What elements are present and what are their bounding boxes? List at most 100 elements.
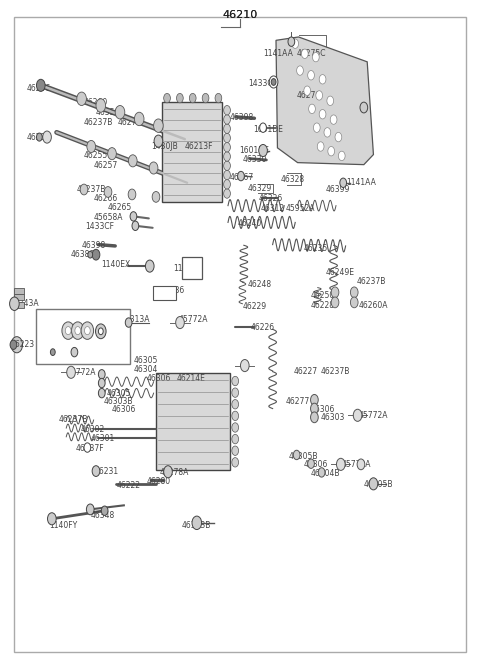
Text: 46389: 46389 (71, 250, 96, 259)
Circle shape (369, 478, 378, 490)
Circle shape (125, 318, 132, 327)
Text: 46231: 46231 (26, 133, 50, 142)
Circle shape (132, 221, 139, 230)
Text: 45658A: 45658A (94, 212, 123, 222)
Text: 46329: 46329 (247, 183, 272, 193)
Circle shape (311, 412, 318, 423)
Circle shape (11, 337, 23, 353)
Text: 45772A: 45772A (359, 411, 388, 421)
Text: 46266: 46266 (94, 194, 118, 204)
Text: 46306: 46306 (146, 374, 171, 383)
Circle shape (92, 249, 100, 260)
Text: 46340: 46340 (83, 323, 107, 333)
Text: 1141AA: 1141AA (263, 48, 293, 58)
Circle shape (81, 322, 94, 339)
Text: 46240: 46240 (238, 219, 262, 228)
Circle shape (330, 115, 337, 124)
Circle shape (149, 162, 158, 174)
Text: 46303B: 46303B (103, 397, 132, 407)
Circle shape (80, 184, 88, 195)
Bar (36, 309, 130, 364)
Circle shape (176, 317, 184, 329)
Circle shape (232, 458, 239, 467)
Circle shape (96, 324, 106, 339)
Circle shape (288, 37, 295, 46)
Circle shape (304, 86, 311, 95)
Circle shape (10, 297, 19, 310)
Circle shape (357, 459, 365, 470)
Circle shape (353, 409, 362, 421)
Circle shape (128, 189, 136, 200)
Text: 45772A: 45772A (179, 315, 208, 325)
Circle shape (108, 148, 116, 160)
Circle shape (98, 328, 103, 335)
Circle shape (154, 135, 163, 147)
Text: 1140FY: 1140FY (49, 521, 77, 530)
Text: 46305B: 46305B (289, 452, 318, 461)
Text: 46278A: 46278A (159, 468, 189, 477)
Text: 46237F: 46237F (76, 444, 105, 454)
Text: 46313B: 46313B (181, 521, 211, 530)
Text: 46260A: 46260A (359, 301, 388, 310)
Circle shape (240, 360, 249, 372)
Circle shape (87, 140, 96, 153)
Circle shape (301, 49, 308, 58)
Circle shape (98, 388, 105, 398)
Circle shape (189, 93, 196, 103)
Text: 46343A: 46343A (10, 299, 39, 308)
Circle shape (311, 394, 318, 405)
Circle shape (259, 144, 267, 157)
Text: 46326: 46326 (258, 194, 283, 203)
Text: 46277: 46277 (286, 396, 310, 406)
Circle shape (130, 212, 137, 221)
Circle shape (75, 327, 81, 335)
Circle shape (335, 132, 342, 142)
Circle shape (232, 400, 239, 409)
Circle shape (152, 192, 160, 202)
Circle shape (164, 466, 172, 478)
Circle shape (67, 366, 75, 378)
Circle shape (224, 161, 230, 171)
Text: 46235: 46235 (303, 244, 328, 253)
Circle shape (84, 443, 91, 452)
Text: 1433CF: 1433CF (85, 222, 114, 231)
Text: 46257: 46257 (94, 161, 118, 170)
Circle shape (145, 260, 154, 272)
Circle shape (43, 131, 51, 143)
Circle shape (77, 92, 86, 106)
Text: 46210: 46210 (222, 11, 258, 20)
Circle shape (293, 450, 300, 460)
Text: 46227: 46227 (294, 367, 318, 376)
Circle shape (232, 423, 239, 432)
Text: 46260: 46260 (84, 97, 108, 107)
Text: 46305: 46305 (133, 356, 158, 366)
Text: 46306: 46306 (111, 405, 136, 415)
Circle shape (98, 370, 105, 379)
Circle shape (331, 287, 339, 298)
Text: 46228: 46228 (311, 301, 335, 310)
Circle shape (129, 155, 137, 167)
Text: 46330: 46330 (242, 155, 267, 164)
Text: 46249E: 46249E (325, 267, 354, 277)
Circle shape (318, 468, 325, 477)
Circle shape (331, 297, 339, 308)
Text: 46222: 46222 (116, 480, 140, 490)
Text: 46312: 46312 (260, 204, 284, 213)
Circle shape (224, 179, 230, 189)
Circle shape (232, 434, 239, 444)
Text: 46328: 46328 (281, 175, 305, 184)
Bar (14, 302, 24, 308)
Text: 46213F: 46213F (185, 142, 213, 151)
Circle shape (72, 322, 84, 339)
Text: 46210: 46210 (222, 11, 258, 20)
Text: 46223: 46223 (11, 340, 35, 349)
Text: 1141AA: 1141AA (347, 178, 376, 187)
Circle shape (224, 189, 230, 198)
Text: 46280: 46280 (146, 476, 170, 486)
Text: 46231: 46231 (95, 467, 119, 476)
Text: 46386: 46386 (161, 286, 185, 295)
Circle shape (309, 104, 315, 114)
Circle shape (319, 75, 326, 84)
Text: 46303: 46303 (321, 413, 345, 422)
Polygon shape (276, 37, 373, 165)
